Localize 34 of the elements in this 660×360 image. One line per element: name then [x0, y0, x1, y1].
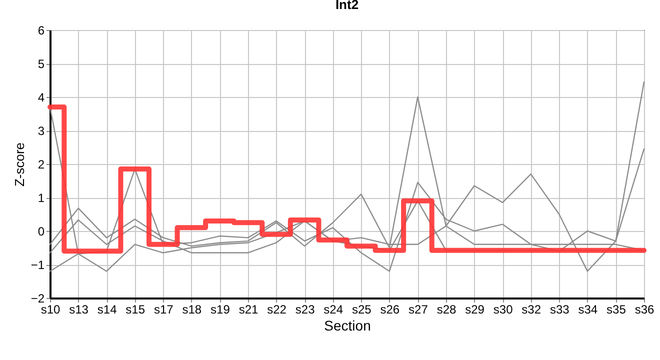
- x-tick-label: s27: [408, 302, 428, 316]
- y-tick-label: −2: [30, 292, 45, 306]
- x-tick-label: s15: [126, 302, 146, 316]
- x-tick-label: s28: [436, 302, 456, 316]
- y-tick-label: 1: [38, 191, 45, 205]
- y-tick-label: 6: [38, 24, 45, 38]
- x-axis-title: Section: [324, 318, 371, 334]
- x-tick-label: s26: [380, 302, 400, 316]
- y-tick-label: 2: [38, 158, 45, 172]
- x-tick-label: s29: [465, 302, 485, 316]
- x-tick-label: s19: [210, 302, 230, 316]
- chart-title: Int2: [335, 0, 359, 12]
- x-tick-label: s25: [352, 302, 372, 316]
- x-tick-label: s13: [69, 302, 89, 316]
- x-tick-label: s22: [267, 302, 287, 316]
- x-tick-label: s17: [154, 302, 174, 316]
- x-tick-label: s18: [182, 302, 202, 316]
- x-tick-label: s33: [550, 302, 570, 316]
- y-tick-label: 4: [38, 90, 45, 104]
- y-axis-title: Z-score: [12, 142, 27, 187]
- x-tick-label: s32: [522, 302, 542, 316]
- y-tick-label: −1: [30, 258, 45, 272]
- y-tick-label: 5: [38, 57, 45, 71]
- x-tick-label: s34: [578, 302, 598, 316]
- x-tick-label: s24: [324, 302, 344, 316]
- y-tick-label: 3: [38, 124, 45, 138]
- x-tick-label: s35: [606, 302, 626, 316]
- x-tick-label: s36: [634, 302, 654, 316]
- x-tick-label: s30: [493, 302, 514, 316]
- x-tick-label: s14: [97, 302, 118, 316]
- y-tick-label: 0: [38, 224, 45, 238]
- x-tick-label: s21: [238, 302, 258, 316]
- x-tick-label: s10: [40, 302, 60, 316]
- x-tick-label: s23: [295, 302, 316, 316]
